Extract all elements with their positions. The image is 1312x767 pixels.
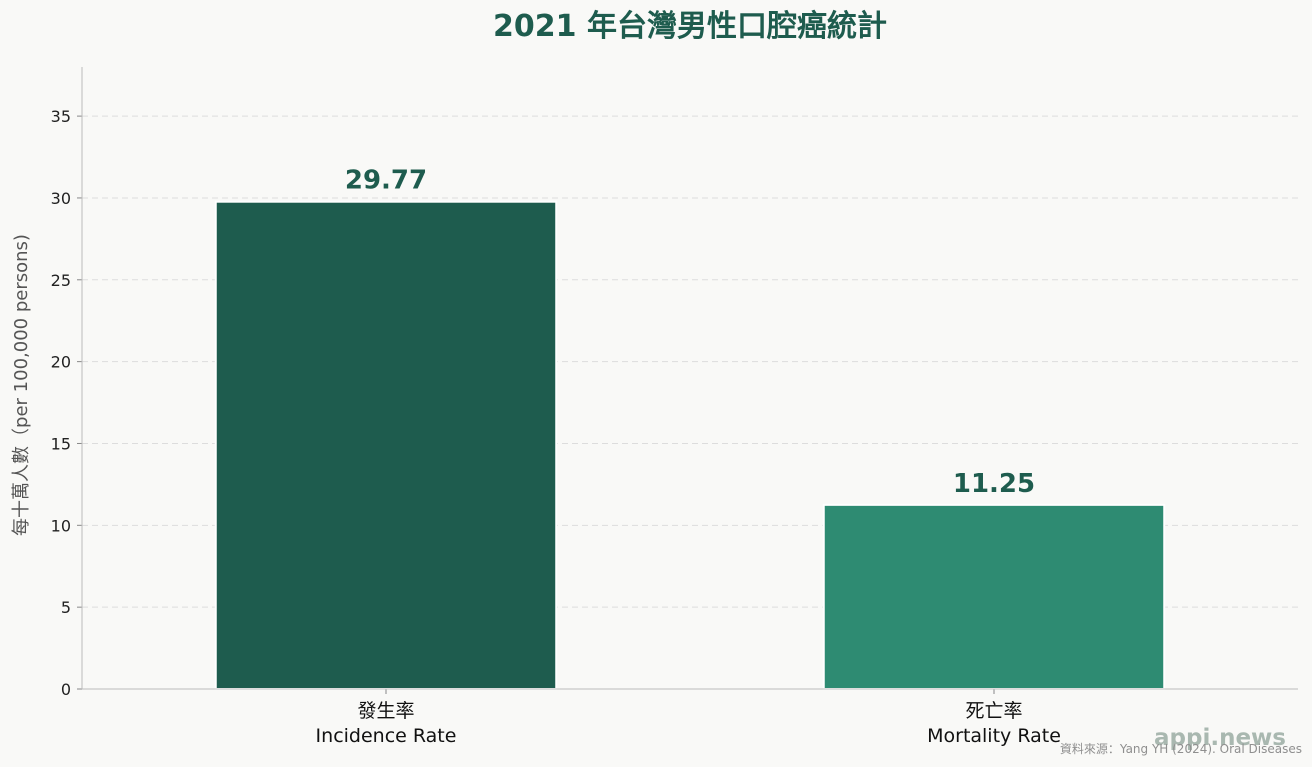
- x-tick-label: Mortality Rate: [927, 725, 1061, 747]
- y-tick-label: 5: [61, 598, 71, 617]
- chart-title: 2021 年台灣男性口腔癌統計: [493, 9, 887, 44]
- y-tick-label: 35: [51, 107, 71, 126]
- bars: [214, 200, 1166, 691]
- data-label: 11.25: [953, 469, 1035, 499]
- watermark-logo: appi.news: [1154, 725, 1286, 751]
- y-tick-label: 10: [51, 516, 71, 535]
- y-axis-label: 每十萬人數（per 100,000 persons): [11, 234, 32, 536]
- labels: 29.77 11.25: [345, 166, 1035, 499]
- source-note: 資料來源：Yang YH (2024). Oral Diseases: [1060, 742, 1302, 756]
- data-label: 29.77: [345, 166, 427, 196]
- x-tick-label: 發生率: [357, 700, 414, 722]
- y-tick-label: 20: [51, 353, 71, 372]
- y-tick-label: 0: [61, 680, 71, 699]
- bar-0: [214, 200, 558, 691]
- bar-1: [822, 503, 1166, 690]
- x-tick-label: Incidence Rate: [316, 725, 457, 747]
- axes: 0 5 10 15 20 25 30 35 發生率 Incidence Rate 死亡率 Mortal…: [51, 67, 1298, 747]
- y-tick-label: 15: [51, 434, 71, 453]
- y-tick-label: 30: [51, 189, 71, 208]
- x-tick-label: 死亡率: [965, 700, 1022, 722]
- y-tick-label: 25: [51, 271, 71, 290]
